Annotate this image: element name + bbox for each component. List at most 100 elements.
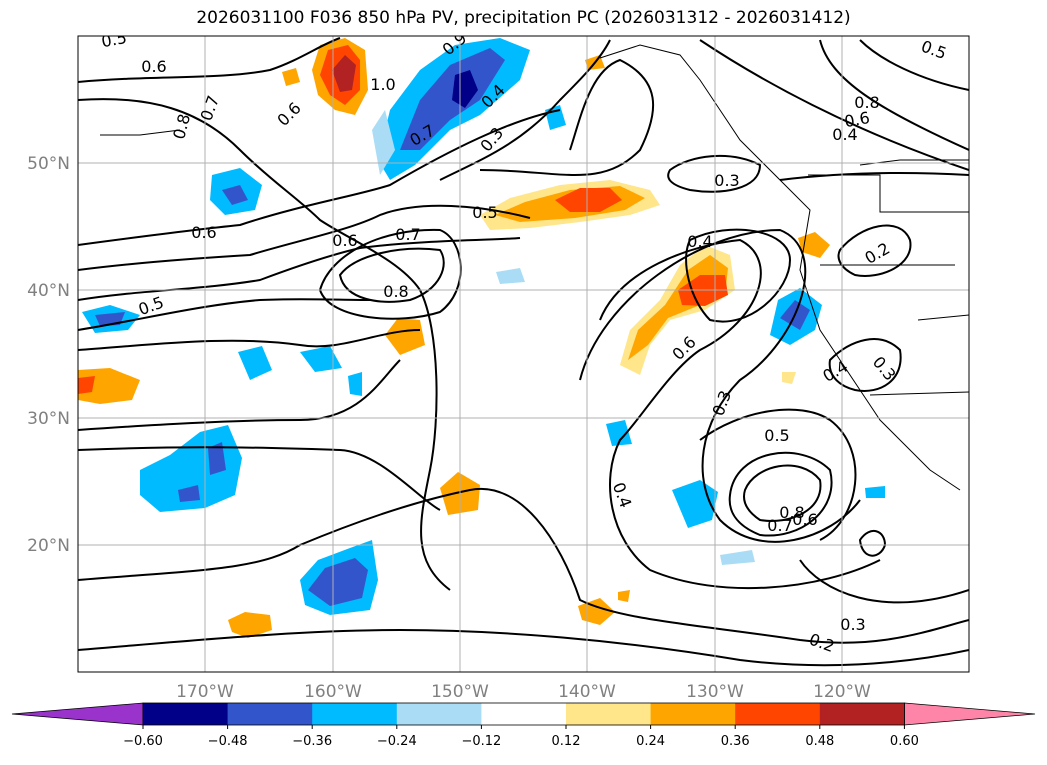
pv-contour xyxy=(338,247,445,303)
precip-patch xyxy=(300,346,342,372)
colorbar-tick-label: −0.24 xyxy=(377,734,417,749)
colorbar-tick-label: 0.36 xyxy=(721,734,750,749)
pv-contour xyxy=(78,628,969,667)
colorbar-tick-label: 0.12 xyxy=(552,734,581,749)
precip-patch xyxy=(78,376,95,394)
colorbar-segment xyxy=(143,703,229,725)
contour-label: 0.7 xyxy=(395,225,420,244)
precip-patch xyxy=(178,485,200,502)
contour-label: 0.5 xyxy=(764,426,789,445)
colorbar-tick-label: −0.60 xyxy=(123,734,163,749)
gridlines xyxy=(78,36,969,672)
colorbar-segment xyxy=(735,703,821,725)
pv-contour xyxy=(819,39,969,151)
pv-contour xyxy=(799,559,969,604)
pv-contour xyxy=(699,39,969,171)
colorbar-tick-label: −0.36 xyxy=(292,734,332,749)
precip-patch xyxy=(496,268,525,284)
colorbar-segment xyxy=(481,703,567,725)
lon-tick-labels: 170°W 160°W 150°W 140°W 130°W 120°W xyxy=(176,682,871,702)
lon-tick: 160°W xyxy=(304,682,362,702)
colorbar-tick-label: 0.48 xyxy=(805,734,834,749)
pv-contour xyxy=(78,237,521,301)
precip-patch xyxy=(555,188,622,212)
lat-tick-labels: 50°N 40°N 30°N 20°N xyxy=(27,154,70,556)
coast-line xyxy=(917,314,969,321)
colorbar xyxy=(11,702,1036,726)
pv-contours xyxy=(78,37,969,667)
pv-contour xyxy=(78,329,421,351)
contour-label: 0.6 xyxy=(792,510,817,529)
pv-contour xyxy=(78,204,531,271)
pv-contour xyxy=(779,171,969,181)
pv-contour xyxy=(479,58,654,176)
contour-label: 0.5 xyxy=(472,203,497,222)
precip-patch xyxy=(385,318,425,355)
pv-contour xyxy=(78,37,341,83)
colorbar-tick-label: −0.12 xyxy=(461,734,501,749)
colorbar-segment xyxy=(227,703,313,725)
colorbar-extend-high xyxy=(904,702,1036,726)
pv-contour xyxy=(828,338,902,392)
pv-contour xyxy=(728,451,833,537)
contour-label: 0.6 xyxy=(141,57,166,76)
precip-patch xyxy=(372,110,395,175)
colorbar-frame xyxy=(142,702,905,726)
coast-line xyxy=(869,391,969,396)
contour-label: 0.8 xyxy=(854,93,879,112)
pv-contour xyxy=(859,39,969,91)
colorbar-tick-label: −0.48 xyxy=(208,734,248,749)
colorbar-segment xyxy=(650,703,736,725)
pv-contour xyxy=(78,298,371,331)
map-area xyxy=(78,36,969,672)
precip-patch xyxy=(348,372,362,396)
precip-shading xyxy=(78,38,885,638)
colorbar-segment xyxy=(819,703,905,725)
precip-patch xyxy=(720,550,755,565)
lat-tick: 40°N xyxy=(27,281,70,301)
contour-label: 0.7 xyxy=(767,516,792,535)
colorbar-extend-low xyxy=(11,702,144,726)
coast-line xyxy=(599,44,961,491)
lat-tick: 30°N xyxy=(27,409,70,429)
contour-label: 0.6 xyxy=(843,108,871,131)
precip-patch xyxy=(798,232,830,258)
precip-patch xyxy=(452,70,478,108)
contour-label: 1.0 xyxy=(370,75,395,94)
precip-patch xyxy=(332,55,356,92)
colorbar-segment xyxy=(312,703,398,725)
pv-contour xyxy=(599,238,881,590)
contour-label: 0.8 xyxy=(779,503,804,522)
lon-tick: 130°W xyxy=(686,682,744,702)
contour-label: 0.6 xyxy=(332,231,357,250)
precip-patch xyxy=(222,185,248,205)
lon-tick: 150°W xyxy=(431,682,489,702)
contour-label: 0.4 xyxy=(687,232,712,251)
pv-contour xyxy=(742,464,822,522)
pv-contour xyxy=(439,39,611,181)
pv-contour xyxy=(579,228,861,543)
contour-label: 0.8 xyxy=(383,282,408,301)
contour-label: 0.4 xyxy=(832,125,857,144)
lat-tick: 20°N xyxy=(27,536,70,556)
lon-tick: 170°W xyxy=(176,682,234,702)
precip-patch xyxy=(606,420,632,446)
pv-contour xyxy=(685,228,792,323)
chart-title: 2026031100 F036 850 hPa PV, precipitatio… xyxy=(196,8,851,28)
coast-line xyxy=(100,129,181,136)
contour-label: 0.3 xyxy=(840,615,865,634)
precip-patch xyxy=(282,68,300,86)
pv-contour xyxy=(667,154,762,193)
lat-tick: 50°N xyxy=(27,154,70,174)
precip-patch xyxy=(865,486,885,498)
map-frame xyxy=(77,35,970,673)
precip-patch xyxy=(228,612,272,638)
lon-tick: 120°W xyxy=(813,682,871,702)
precip-patch xyxy=(618,590,630,602)
precip-patch xyxy=(238,346,272,380)
colorbar-tick-label: 0.24 xyxy=(636,734,665,749)
colorbar-tick-label: 0.60 xyxy=(890,734,919,749)
contour-label: 0.5 xyxy=(100,28,128,51)
colorbar-segment xyxy=(396,703,482,725)
